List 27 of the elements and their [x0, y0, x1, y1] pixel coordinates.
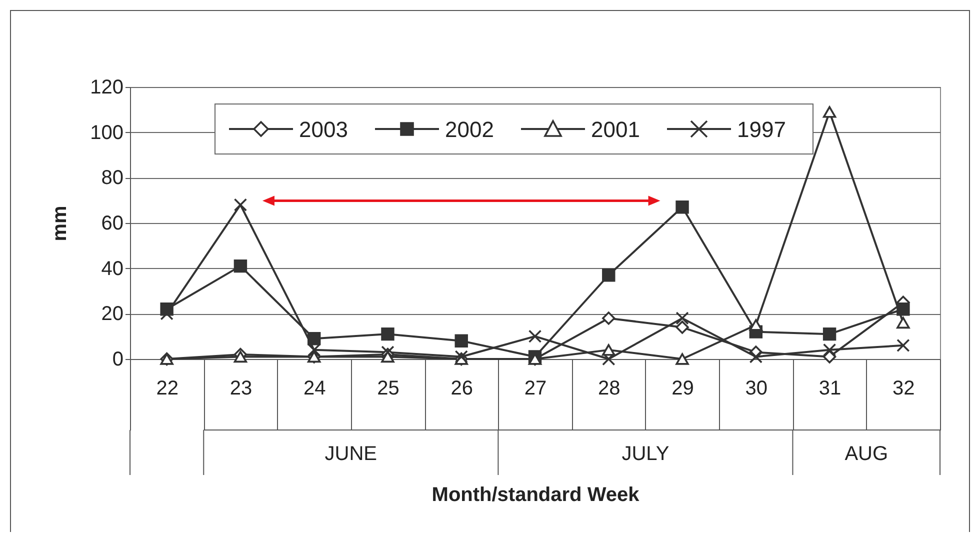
text: JUNE	[324, 443, 378, 465]
legend-label: 2003	[299, 117, 348, 142]
x-tick-label: 25	[377, 378, 400, 400]
x-tick-label: 28	[598, 378, 620, 400]
x-tick-label: 24	[303, 378, 326, 400]
text: JULY	[622, 443, 670, 465]
y-tick-label: 100	[90, 122, 124, 144]
legend-label: 1997	[737, 117, 786, 142]
x-tick-label: 32	[892, 378, 915, 400]
x-tick-label: 22	[156, 378, 178, 400]
y-tick-label: 40	[101, 258, 124, 280]
x-tick-label: 30	[745, 378, 768, 400]
legend-label: 2001	[591, 117, 640, 142]
x-tick-label: 26	[450, 378, 473, 400]
y-tick-label: 60	[101, 212, 124, 234]
x-tick-label: 31	[818, 378, 842, 400]
y-tick-label: 120	[90, 76, 124, 98]
x-tick-label: 29	[672, 378, 694, 400]
x-axis-title: Month/standard Week	[432, 484, 640, 506]
y-tick-label: 80	[101, 167, 124, 190]
x-tick-label: 23	[230, 378, 252, 400]
y-tick-label: 0	[112, 348, 124, 370]
y-axis-title: mm	[49, 206, 72, 242]
y-tick-label: 20	[101, 303, 124, 326]
text: AUG	[844, 443, 888, 465]
legend-label: 2002	[445, 117, 494, 142]
x-tick-label: 27	[524, 378, 547, 400]
